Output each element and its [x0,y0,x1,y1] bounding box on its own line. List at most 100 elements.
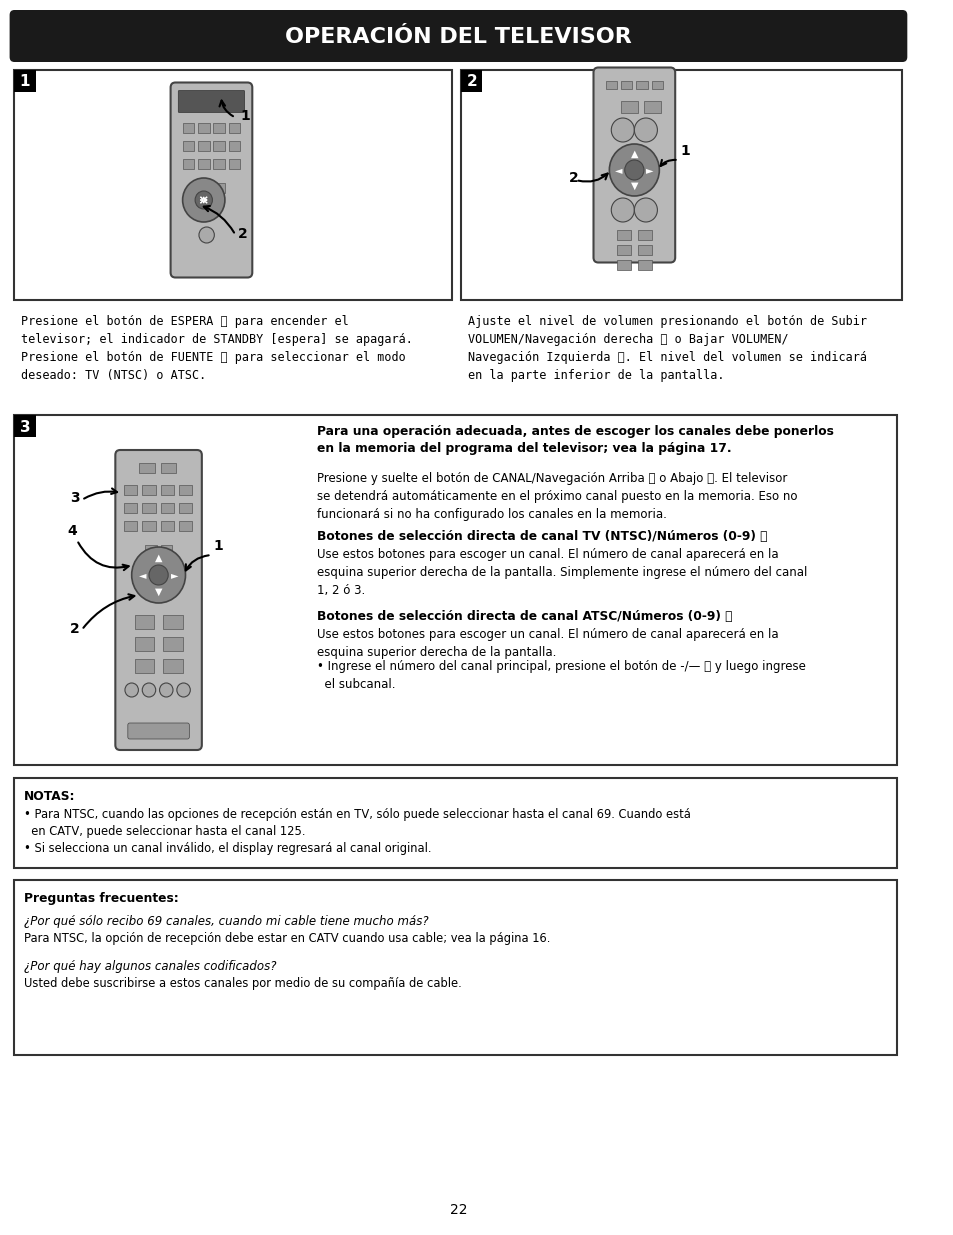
Text: • Para NTSC, cuando las opciones de recepción están en TV, sólo puede selecciona: • Para NTSC, cuando las opciones de rece… [24,808,690,839]
FancyBboxPatch shape [171,83,252,278]
FancyBboxPatch shape [593,68,675,263]
Bar [160,463,175,473]
Text: Botones de selección directa de canal TV (NTSC)/Números (0-9) ⒬: Botones de selección directa de canal TV… [316,530,767,543]
Text: Para una operación adecuada, antes de escoger los canales debe ponerlos
en la me: Para una operación adecuada, antes de es… [316,425,833,454]
Text: 1: 1 [679,144,690,158]
Bar [198,158,210,168]
Bar [134,615,153,629]
FancyBboxPatch shape [178,90,244,112]
Bar [178,485,192,495]
Text: Presione el botón de ESPERA ⒪ para encender el
televisor; el indicador de STANDB: Presione el botón de ESPERA ⒪ para encen… [21,315,413,382]
Text: Para NTSC, la opción de recepción debe estar en CATV cuando usa cable; vea la pá: Para NTSC, la opción de recepción debe e… [24,932,550,945]
Bar [139,463,154,473]
Text: Ajuste el nivel de volumen presionando el botón de Subir
VOLUMEN/Navegación dere: Ajuste el nivel de volumen presionando e… [468,315,866,382]
Bar [617,261,630,270]
Bar [643,100,660,112]
Circle shape [149,564,168,585]
Text: • Ingrese el número del canal principal, presione el botón de -/— ⒪ y luego ingr: • Ingrese el número del canal principal,… [316,659,805,692]
Text: 2: 2 [238,227,248,241]
Text: OPERACIÓN DEL TELEVISOR: OPERACIÓN DEL TELEVISOR [285,27,631,47]
FancyBboxPatch shape [115,450,202,750]
Bar [229,158,240,168]
Text: ¿Por qué hay algunos canales codificados?: ¿Por qué hay algunos canales codificados… [24,960,276,973]
Circle shape [611,198,634,222]
Bar [213,141,225,151]
Text: 3: 3 [20,420,30,435]
Bar [182,122,194,132]
Bar [461,70,901,300]
Circle shape [182,178,225,222]
Circle shape [132,547,185,603]
Text: Presione y suelte el botón de CANAL/Navegación Arriba ⒪ o Abajo ⒫. El televisor
: Presione y suelte el botón de CANAL/Nave… [316,472,797,521]
Bar [134,659,153,673]
Text: Use estos botones para escoger un canal. El número de canal aparecerá en la
esqu: Use estos botones para escoger un canal.… [316,629,778,659]
Text: • Si selecciona un canal inválido, el display regresará al canal original.: • Si selecciona un canal inválido, el di… [24,842,431,855]
Text: 1: 1 [240,109,250,122]
Text: Preguntas frecuentes:: Preguntas frecuentes: [24,892,178,905]
Text: ▼: ▼ [630,182,638,191]
Bar [617,245,630,254]
Circle shape [624,161,643,180]
Bar [142,485,155,495]
Bar [160,545,172,555]
Text: ▼: ▼ [154,587,162,597]
Bar [617,230,630,240]
Circle shape [199,227,214,243]
Text: Usted debe suscribirse a estos canales por medio de su compañía de cable.: Usted debe suscribirse a estos canales p… [24,977,461,990]
Bar [14,70,35,91]
Text: 2: 2 [466,74,476,89]
Text: 1: 1 [20,74,30,89]
Text: ¿Por qué sólo recibo 69 canales, cuando mi cable tiene mucho más?: ¿Por qué sólo recibo 69 canales, cuando … [24,915,428,927]
Bar [605,80,617,89]
FancyBboxPatch shape [128,722,189,739]
Bar [124,485,137,495]
Text: 22: 22 [449,1203,467,1216]
Circle shape [142,683,155,697]
Bar [182,158,194,168]
Bar [651,80,662,89]
Bar [14,70,452,300]
Bar [160,521,173,531]
Bar [178,503,192,513]
Bar [14,415,35,437]
Bar [160,503,173,513]
Text: 1: 1 [213,538,223,553]
Text: Use estos botones para escoger un canal. El número de canal aparecerá en la
esqu: Use estos botones para escoger un canal.… [316,548,806,597]
Bar [638,261,651,270]
Bar [14,881,896,1055]
Text: 2: 2 [71,622,80,636]
Bar [229,141,240,151]
Bar [182,141,194,151]
Text: ►: ► [645,165,653,175]
Text: NOTAS:: NOTAS: [24,790,75,803]
Bar [198,141,210,151]
Bar [636,80,647,89]
Bar [461,70,482,91]
Bar [638,230,651,240]
Bar [124,521,137,531]
Bar [229,122,240,132]
Text: ▲: ▲ [630,149,638,159]
Bar [160,485,173,495]
Text: ▲: ▲ [154,553,162,563]
Circle shape [176,683,190,697]
Circle shape [611,119,634,142]
Text: ◄: ◄ [138,571,146,580]
Bar [124,503,137,513]
Bar [198,183,210,193]
Bar [620,100,638,112]
Bar [213,183,225,193]
Bar [163,659,182,673]
Circle shape [609,144,659,196]
Text: 4: 4 [68,524,77,538]
Bar [213,122,225,132]
Bar [178,521,192,531]
Circle shape [159,683,172,697]
Text: 3: 3 [71,492,80,505]
Bar [14,415,896,764]
Bar [142,521,155,531]
Circle shape [634,198,657,222]
Text: Botones de selección directa de canal ATSC/Números (0-9) ⒭: Botones de selección directa de canal AT… [316,610,732,622]
Text: ►: ► [171,571,178,580]
Bar [638,245,651,254]
